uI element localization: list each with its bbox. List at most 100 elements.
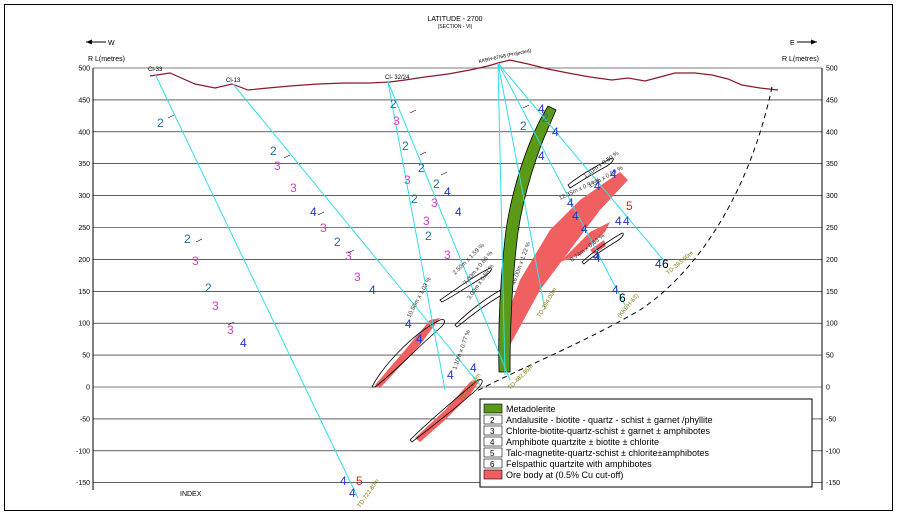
rock-unit-4: 4: [444, 185, 451, 199]
legend-key-2: 2: [490, 416, 495, 425]
drill-hole-kkbh-c: [497, 62, 546, 311]
tick-label-right: 150: [826, 289, 838, 296]
rl-label-right: R L(metres): [782, 56, 819, 63]
legend-key-5: 5: [490, 449, 495, 458]
rock-unit-4: 4: [615, 214, 622, 228]
rock-unit-4: 4: [455, 205, 462, 219]
rock-unit-4: 4: [567, 196, 574, 210]
contact-ticks: [167, 104, 530, 326]
tick-label-right: 400: [826, 129, 838, 136]
rock-unit-2: 2: [157, 116, 164, 130]
tick-label-left: 250: [78, 225, 90, 232]
rock-unit-5: 5: [356, 474, 363, 488]
rock-unit-2: 2: [184, 232, 191, 246]
drill-hole-cl13: [232, 83, 481, 386]
drill-hole-kkbh-b: [497, 62, 626, 306]
tick-label-right: 350: [826, 161, 838, 168]
topography-line: [149, 59, 779, 91]
rock-unit-4: 4: [655, 257, 662, 271]
rock-unit-2: 2: [402, 139, 409, 153]
rock-unit-4: 4: [538, 149, 545, 163]
rock-unit-4: 4: [470, 361, 477, 375]
legend-key-3: 3: [490, 427, 495, 436]
index-label: INDEX: [180, 491, 202, 498]
legend-swatch-6: [483, 458, 503, 469]
rock-unit-3: 3: [354, 270, 361, 284]
tick-label-right: 250: [826, 225, 838, 232]
rock-unit-3: 3: [431, 196, 438, 210]
rock-unit-4: 4: [310, 205, 317, 219]
east-label: E: [790, 40, 795, 47]
rock-unit-4: 4: [416, 332, 423, 346]
rock-unit-4: 4: [572, 209, 579, 223]
td-394-label: TD-394.00m: [537, 287, 559, 319]
tick-label-left: 0: [86, 385, 90, 392]
legend-label-5: Felspathic quartzite with amphibotes: [506, 459, 652, 469]
section-subtitle: (SECTION - VI): [438, 24, 473, 30]
ore-outline-lower: [409, 379, 483, 443]
section-title: LATITUDE - 2700: [427, 16, 482, 23]
drill-hole-kkbh-a: [497, 62, 666, 263]
drill-hole-cl3224-a: [387, 81, 511, 381]
ore-outline-mid-2: [439, 267, 492, 303]
rock-unit-5: 5: [626, 199, 633, 213]
borehole-cl13: Cl-13: [226, 78, 241, 84]
tick-label-left: 50: [82, 353, 90, 360]
tick-label-right: 450: [826, 97, 838, 104]
rock-unit-3: 3: [444, 248, 451, 262]
ore-outline-west: [371, 319, 445, 388]
rock-unit-4: 4: [593, 249, 600, 263]
legend-key-6: 6: [490, 460, 495, 469]
rock-unit-3: 3: [290, 181, 297, 195]
borehole-cl33: Cl-33: [148, 67, 163, 73]
legend-key-4: 4: [490, 438, 495, 447]
ore-body-main: [498, 172, 628, 345]
tick-label-right: 200: [826, 257, 838, 264]
legend-swatch-metadolerite: [483, 403, 503, 414]
rock-unit-2: 2: [411, 192, 418, 206]
rock-unit-2: 2: [390, 97, 397, 111]
tick-label-left: 150: [78, 289, 90, 296]
rock-unit-4: 4: [594, 179, 601, 193]
rock-unit-3: 3: [393, 114, 400, 128]
rock-unit-4: 4: [538, 102, 545, 116]
rock-unit-3: 3: [320, 221, 327, 235]
legend-label-4: Talc-magnetite-quartz-schist ± chlorite±…: [506, 448, 709, 458]
rock-unit-3: 3: [274, 159, 281, 173]
tick-label-right: -50: [826, 416, 836, 423]
td-411-label: TD-411.00m: [459, 373, 483, 403]
drill-holes: [154, 62, 666, 499]
rock-unit-4: 4: [240, 336, 247, 350]
tick-label-left: 300: [78, 193, 90, 200]
ore-outline-east-2: [567, 157, 614, 189]
tick-label-left: 350: [78, 161, 90, 168]
rock-unit-4: 4: [349, 486, 356, 500]
drill-hole-cl33: [154, 73, 359, 499]
legend-swatch-4: [483, 436, 503, 447]
legend-label-0: Metadolerite: [506, 404, 556, 414]
rock-unit-4: 4: [612, 283, 619, 297]
legend-box: [479, 398, 813, 488]
tick-label-left: -50: [80, 416, 90, 423]
tick-label-left: 450: [78, 97, 90, 104]
tick-label-right: -100: [826, 448, 840, 455]
rock-unit-4: 4: [447, 368, 454, 382]
rock-unit-4: 4: [610, 167, 617, 181]
ore-bodies: [371, 157, 628, 443]
tick-label-right: 100: [826, 321, 838, 328]
rock-unit-3: 3: [423, 214, 430, 228]
legend-label-2: Chlorite-biotite-quartz-schist ± garnet …: [506, 426, 710, 436]
rock-unit-3: 3: [345, 249, 352, 263]
west-label: W: [108, 40, 115, 47]
ore-outline-east-1: [581, 232, 624, 265]
east-arrow: [797, 39, 817, 45]
rock-unit-4: 4: [581, 222, 588, 236]
legend: Metadolerite 2 Andalusite - biotite - qu…: [479, 398, 813, 488]
tick-label-right: 500: [826, 66, 838, 73]
tick-label-right: 300: [826, 193, 838, 200]
west-arrow: [86, 39, 106, 45]
